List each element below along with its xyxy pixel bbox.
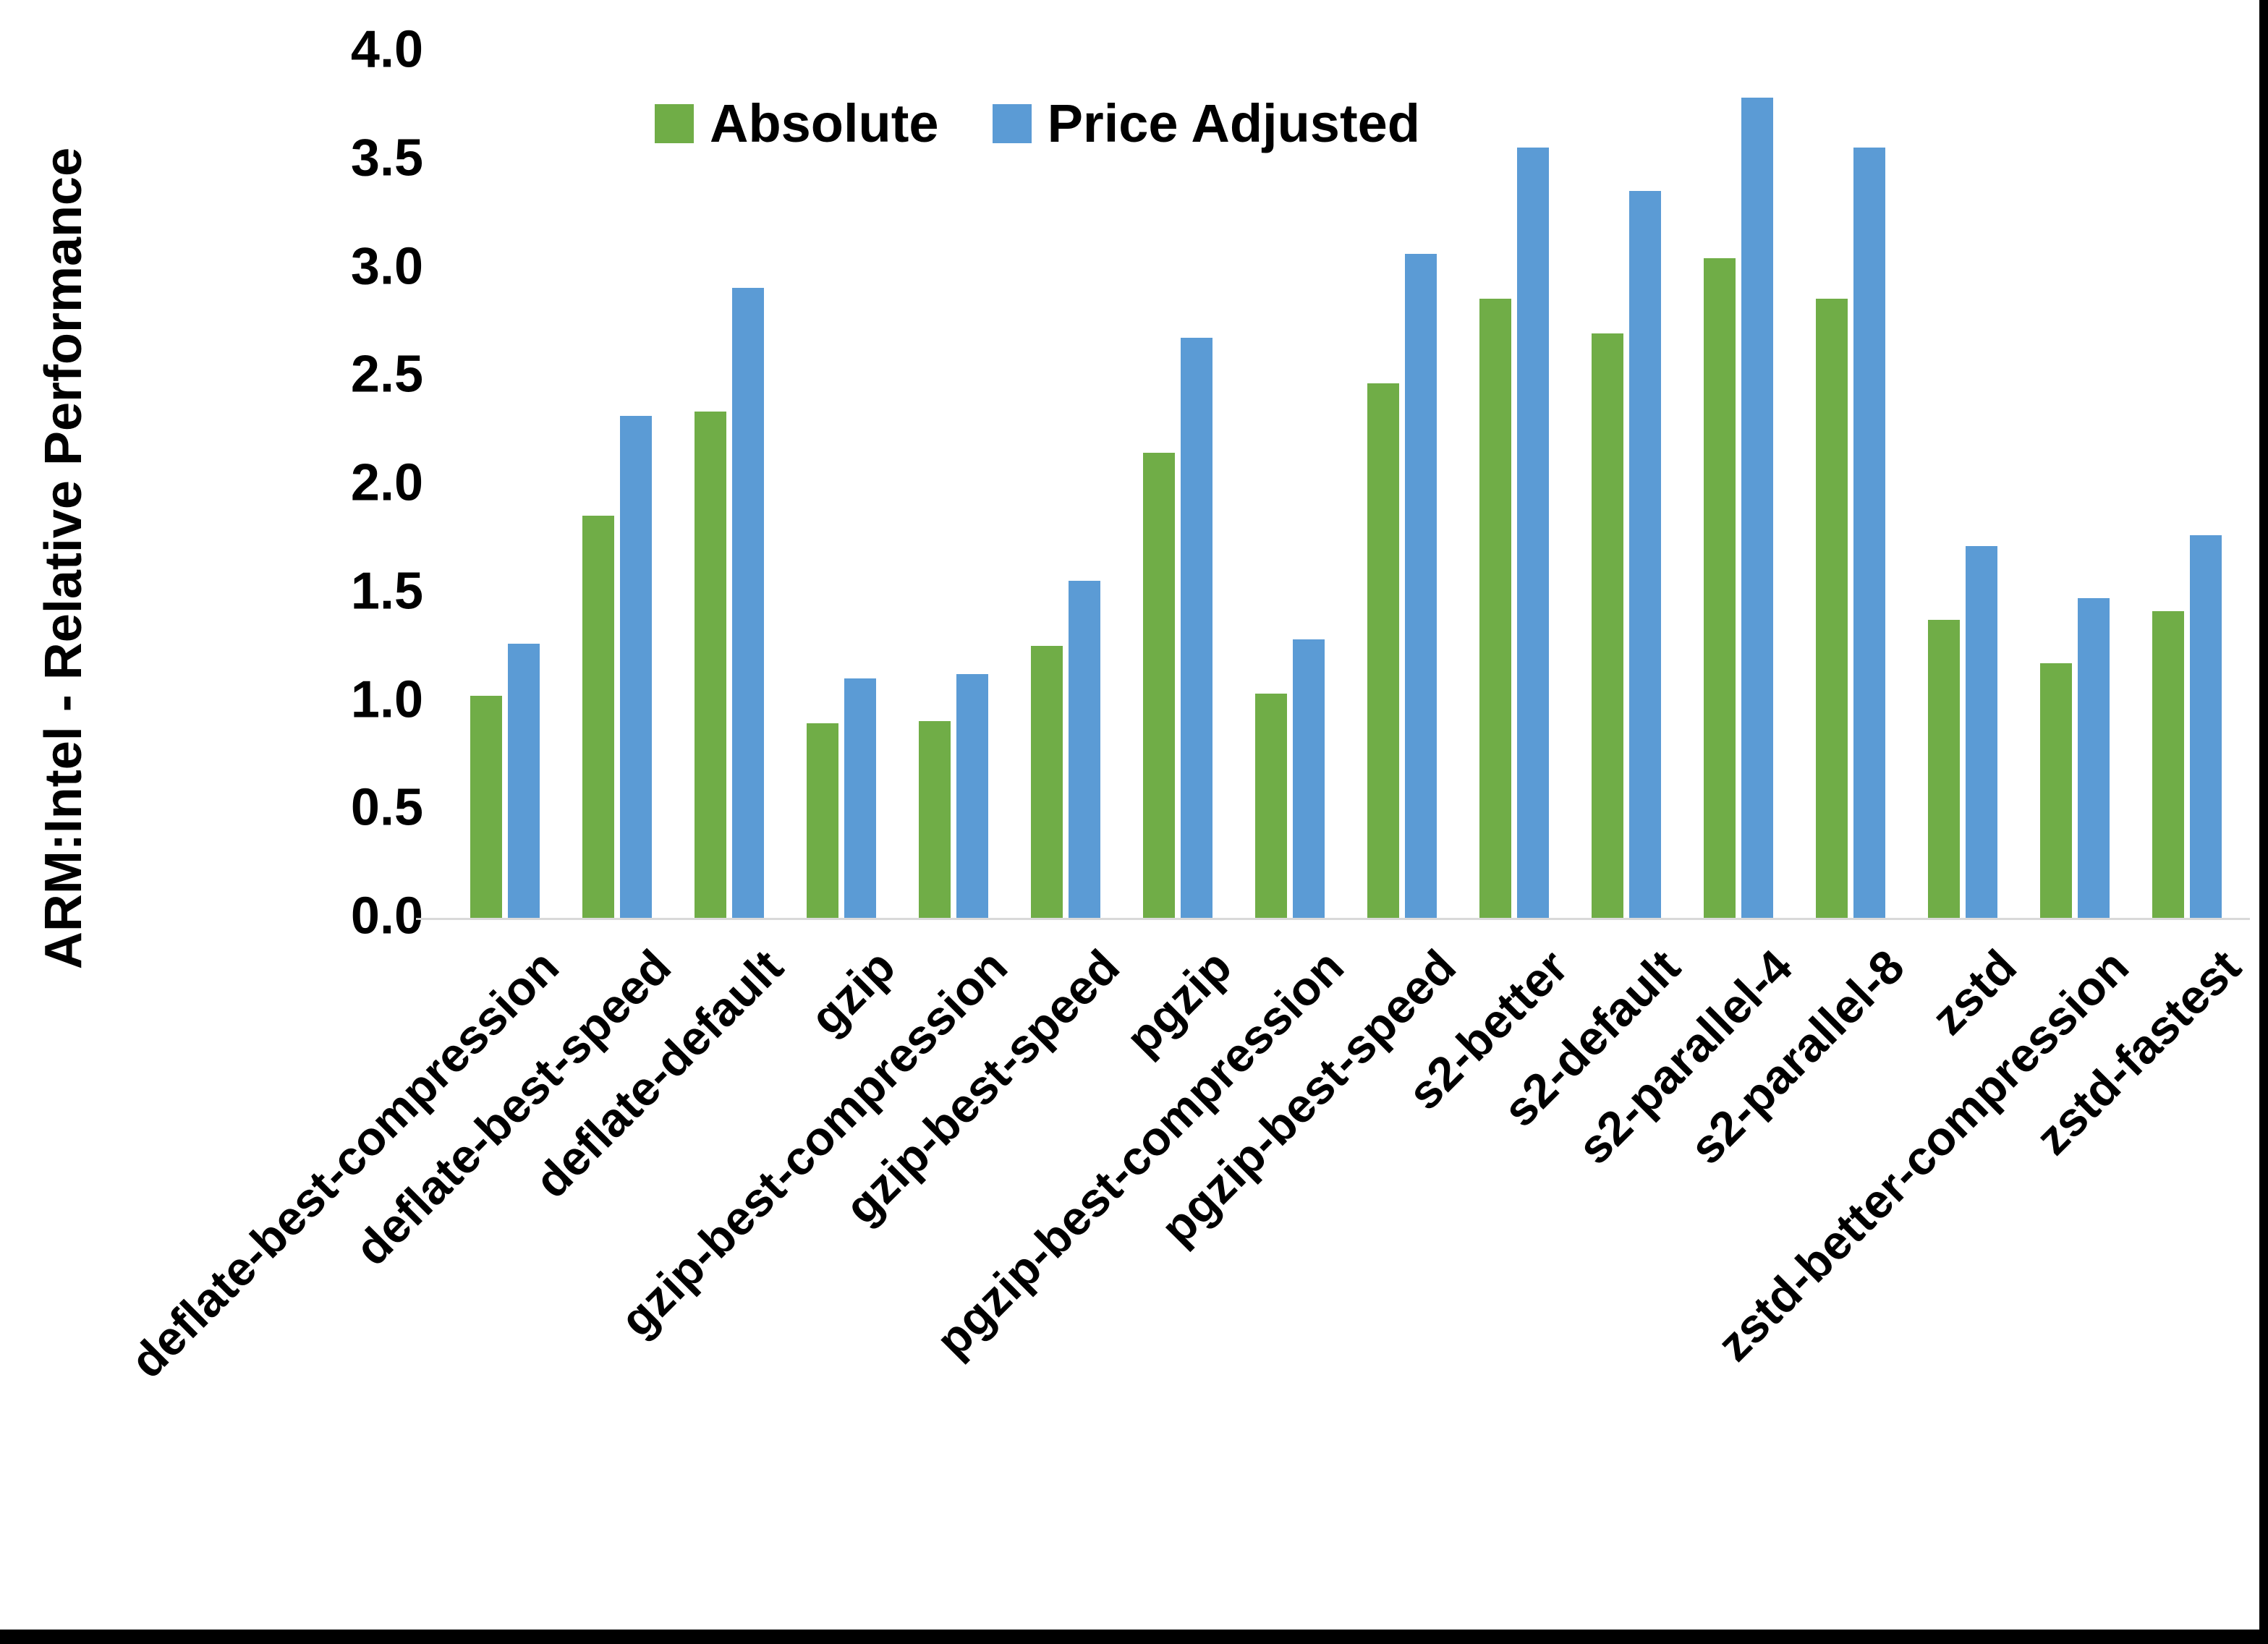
legend-entry-absolute: Absolute [655, 93, 939, 154]
legend-swatch-icon [655, 103, 694, 143]
bar-absolute-pgzip-best-compression [1254, 693, 1287, 919]
bar-price-adjusted-deflate-default [731, 288, 764, 919]
bar-absolute-zstd-fastest [2152, 610, 2184, 919]
legend: Absolute Price Adjusted [655, 93, 1420, 154]
bar-absolute-deflate-default [694, 412, 726, 919]
legend-swatch-icon [992, 103, 1032, 143]
bar-price-adjusted-s2-default [1628, 190, 1661, 919]
bar-price-adjusted-gzip-best-speed [1068, 580, 1100, 919]
bar-absolute-gzip-best-compression [918, 721, 951, 919]
bar-price-adjusted-s2-parallel-4 [1741, 97, 1773, 919]
bar-price-adjusted-zstd-fastest [2189, 534, 2222, 919]
y-tick-label-1.5: 1.5 [350, 562, 423, 621]
legend-label: Price Adjusted [1047, 93, 1420, 153]
bar-absolute-gzip-best-speed [1030, 645, 1063, 919]
bar-absolute-s2-parallel-8 [1815, 299, 1848, 919]
y-tick-label-4.0: 4.0 [350, 20, 423, 79]
bar-price-adjusted-s2-better [1516, 147, 1549, 919]
bar-price-adjusted-gzip-best-compression [956, 673, 988, 919]
bar-price-adjusted-zstd-better-compression [2077, 597, 2110, 919]
legend-label: Absolute [710, 93, 939, 153]
bar-absolute-zstd [1927, 619, 1960, 919]
bar-absolute-s2-better [1479, 299, 1511, 919]
bar-price-adjusted-pgzip-best-speed [1404, 253, 1437, 919]
bar-absolute-deflate-best-speed [582, 515, 614, 919]
y-tick-label-0.0: 0.0 [350, 887, 423, 945]
bar-absolute-zstd-better-compression [2039, 663, 2072, 919]
y-tick-label-3.0: 3.0 [350, 237, 423, 296]
plot-area [449, 52, 2243, 919]
y-tick-label-0.5: 0.5 [350, 778, 423, 837]
bar-absolute-pgzip [1142, 453, 1175, 919]
bar-price-adjusted-zstd [1965, 545, 1997, 919]
bar-absolute-pgzip-best-speed [1367, 383, 1399, 919]
bottom-border [0, 1630, 2268, 1644]
bar-price-adjusted-gzip [844, 678, 876, 919]
x-axis-line [416, 918, 2250, 920]
y-tick-label-1.0: 1.0 [350, 670, 423, 729]
y-axis-ticks: 0.0 0.5 1.0 1.5 2.0 2.5 3.0 3.5 4.0 [0, 0, 423, 1644]
y-tick-label-2.5: 2.5 [350, 345, 423, 404]
bar-price-adjusted-pgzip-best-compression [1292, 639, 1325, 919]
bar-price-adjusted-pgzip [1180, 338, 1212, 919]
x-axis-labels: deflate-best-compression deflate-best-spe… [119, 919, 2250, 1635]
bar-absolute-s2-default [1591, 333, 1623, 919]
bar-price-adjusted-deflate-best-compression [507, 643, 540, 919]
y-tick-label-3.5: 3.5 [350, 129, 423, 187]
right-border [2259, 0, 2268, 1644]
legend-entry-price-adjusted: Price Adjusted [992, 93, 1420, 154]
bar-absolute-s2-parallel-4 [1703, 257, 1736, 919]
bar-price-adjusted-deflate-best-speed [619, 416, 652, 919]
bar-absolute-gzip [806, 723, 838, 919]
y-tick-label-2.0: 2.0 [350, 453, 423, 512]
bar-price-adjusted-s2-parallel-8 [1853, 147, 1885, 919]
bar-absolute-deflate-best-compression [470, 695, 502, 919]
